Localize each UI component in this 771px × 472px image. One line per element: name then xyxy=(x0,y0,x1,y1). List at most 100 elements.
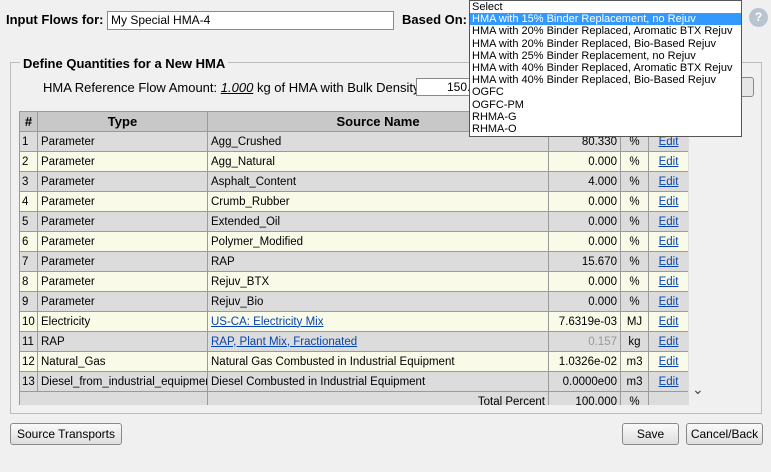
edit-link[interactable]: Edit xyxy=(658,315,679,328)
row-value: 0.000 xyxy=(548,211,621,232)
dropdown-option[interactable]: HMA with 20% Binder Replaced, Bio-Based … xyxy=(472,37,716,50)
row-action: Edit xyxy=(647,191,688,212)
row: 3 Parameter Asphalt_Content 4.000% Edit xyxy=(19,171,688,192)
dropdown-option[interactable]: HMA with 15% Binder Replacement, no Reju… xyxy=(470,13,741,26)
scrollbar[interactable]: ⌄ xyxy=(688,111,707,405)
section-title: Define Quantities for a New HMA xyxy=(20,56,229,71)
dropdown-option[interactable]: HMA with 40% Binder Replaced, Aromatic B… xyxy=(472,61,733,74)
row-type: Parameter xyxy=(37,171,208,192)
row: 11 RAP RAP, Plant Mix, Fractionated 0.157 kg… xyxy=(19,331,688,352)
row-source: Diesel Combusted in Industrial Equipment xyxy=(207,371,549,392)
row-source: US-CA: Electricity Mix xyxy=(207,311,549,332)
flows-table: # Type Source Name 1 Parameter Agg_Crushed 80… xyxy=(19,111,688,405)
source-name: RAP xyxy=(211,255,235,268)
row-unit: % xyxy=(620,251,649,272)
row-value: 0.000 xyxy=(548,231,621,252)
row-source: Crumb_Rubber xyxy=(207,191,549,212)
row: 12 Natural_Gas Natural Gas Combusted in In… xyxy=(19,351,688,372)
total-unit: % xyxy=(620,391,649,405)
dropdown-option[interactable]: HMA with 20% Binder Replaced, Aromatic B… xyxy=(472,25,733,38)
source-name: Rejuv_BTX xyxy=(211,275,270,288)
row-number: 10 xyxy=(19,311,38,332)
edit-link[interactable]: Edit xyxy=(658,375,679,388)
row-number: 4 xyxy=(19,191,38,212)
row-number: 3 xyxy=(19,171,38,192)
ref-flow: HMA Reference Flow Amount: 1.000 kg of H… xyxy=(43,80,423,95)
edit-link[interactable]: Edit xyxy=(658,175,679,188)
row-action: Edit xyxy=(647,251,688,272)
dropdown-list: Select HMA with 15% Binder Replacement, n… xyxy=(469,0,742,137)
edit-link[interactable]: Edit xyxy=(658,215,679,228)
row-unit: m3 xyxy=(620,371,649,392)
dropdown-option[interactable]: HMA with 25% Binder Replacement, no Reju… xyxy=(472,49,696,62)
source-name: Asphalt_Content xyxy=(211,175,297,188)
row-unit: % xyxy=(620,271,649,292)
row-unit: % xyxy=(620,231,649,252)
dropdown-option[interactable]: RHMA-O xyxy=(472,122,517,135)
row-value: 7.6319e-03 xyxy=(548,311,621,332)
row-source: Rejuv_Bio xyxy=(207,291,549,312)
row: 2 Parameter Agg_Natural 0.000% Edit xyxy=(19,151,688,172)
row-unit: % xyxy=(620,151,649,172)
table-viewport: # Type Source Name 1 Parameter Agg_Crushed 80… xyxy=(19,111,688,405)
row-type: Parameter xyxy=(37,211,208,232)
source-name: Natural Gas Combusted in Industrial Equi… xyxy=(211,355,455,368)
transports-button[interactable]: Source Transports xyxy=(10,423,122,445)
row-source: Agg_Natural xyxy=(207,151,549,172)
row-number: 1 xyxy=(19,131,38,152)
column-header: # xyxy=(19,111,38,132)
edit-link[interactable]: Edit xyxy=(658,255,679,268)
edit-link[interactable]: Edit xyxy=(658,135,679,148)
edit-link[interactable]: Edit xyxy=(658,155,679,168)
row-number: 5 xyxy=(19,211,38,232)
edit-link[interactable]: Edit xyxy=(658,195,679,208)
row-action: Edit xyxy=(647,311,688,332)
save-button[interactable]: Save xyxy=(622,423,679,445)
row-type: RAP xyxy=(37,331,208,352)
total-empty xyxy=(19,391,208,405)
edit-link[interactable]: Edit xyxy=(658,235,679,248)
dropdown-option[interactable]: OGFC xyxy=(472,86,504,99)
row-source: Extended_Oil xyxy=(207,211,549,232)
row-type: Electricity xyxy=(37,311,208,332)
source-link[interactable]: US-CA: Electricity Mix xyxy=(211,315,324,328)
row-value: 4.000 xyxy=(548,171,621,192)
row-action: Edit xyxy=(647,211,688,232)
dropdown-option[interactable]: OGFC-PM xyxy=(472,98,524,111)
ref-label: HMA Reference Flow Amount: xyxy=(43,80,218,95)
row-source: Polymer_Modified xyxy=(207,231,549,252)
source-name: Diesel Combusted in Industrial Equipment xyxy=(211,375,426,388)
source-name: Agg_Crushed xyxy=(211,135,282,148)
edit-link[interactable]: Edit xyxy=(658,335,679,348)
dropdown-option[interactable]: RHMA-G xyxy=(472,110,517,123)
row-unit: m3 xyxy=(620,351,649,372)
row-action: Edit xyxy=(647,331,688,352)
help-icon[interactable]: ? xyxy=(749,8,768,27)
ref-amount[interactable]: 1.000 xyxy=(220,80,254,95)
name-input[interactable]: My Special HMA-4 xyxy=(107,11,394,30)
source-link[interactable]: RAP, Plant Mix, Fractionated xyxy=(211,335,358,348)
source-name: Rejuv_Bio xyxy=(211,295,264,308)
row-type: Parameter xyxy=(37,231,208,252)
row: 13 Diesel_from_industrial_equipment Diesel… xyxy=(19,371,688,392)
row-value: 0.000 xyxy=(548,271,621,292)
row-number: 11 xyxy=(19,331,38,352)
edit-link[interactable]: Edit xyxy=(658,355,679,368)
total-empty xyxy=(647,391,688,405)
row-source: Asphalt_Content xyxy=(207,171,549,192)
row-unit: % xyxy=(620,291,649,312)
row-unit: % xyxy=(620,171,649,192)
column-header: Type xyxy=(37,111,208,132)
edit-link[interactable]: Edit xyxy=(658,275,679,288)
edit-link[interactable]: Edit xyxy=(658,295,679,308)
row-source: RAP, Plant Mix, Fractionated xyxy=(207,331,549,352)
cancel-button[interactable]: Cancel/Back xyxy=(686,423,763,445)
input-flows-label: Input Flows for: xyxy=(6,12,104,27)
ref-unit: kg of HMA with Bulk Density: xyxy=(256,80,424,95)
dropdown-option[interactable]: HMA with 40% Binder Replaced, Bio-Based … xyxy=(472,74,716,87)
dropdown-option[interactable]: Select xyxy=(472,1,503,13)
row-source: Rejuv_BTX xyxy=(207,271,549,292)
scroll-down[interactable]: ⌄ xyxy=(692,381,704,397)
row-number: 2 xyxy=(19,151,38,172)
row-number: 8 xyxy=(19,271,38,292)
